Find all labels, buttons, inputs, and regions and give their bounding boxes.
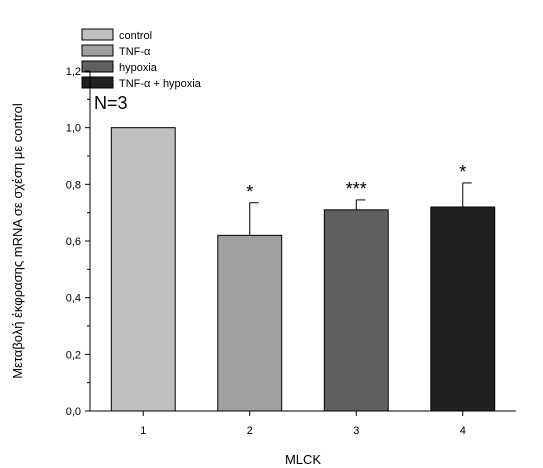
legend-label: TNF-α (119, 46, 151, 58)
y-tick-label: 0,0 (66, 406, 81, 418)
x-ticks: 1 2 3 4 (140, 411, 466, 437)
y-tick-label: 0,4 (66, 293, 81, 305)
bars (110, 127, 496, 412)
significance-marker: *** (346, 179, 367, 199)
y-tick-label: 0,6 (66, 236, 81, 248)
legend-swatch (81, 76, 114, 89)
legend-label: hypoxia (119, 62, 158, 74)
sample-size-annotation: N=3 (94, 93, 128, 113)
y-ticks: 0,0 0,2 0,4 0,6 0,8 1,0 1,2 (66, 66, 90, 418)
x-tick-label: 1 (140, 425, 146, 437)
legend-swatch (81, 60, 114, 73)
y-tick-label: 0,8 (66, 179, 81, 191)
bar (217, 234, 283, 412)
legend-swatch (81, 44, 114, 57)
significance-marker: * (246, 182, 253, 202)
bar (323, 209, 389, 412)
y-tick-label: 1,0 (66, 123, 81, 135)
legend-swatch (81, 28, 114, 41)
legend-label: control (119, 30, 152, 42)
bar (110, 127, 176, 412)
y-tick-label: 1,2 (66, 66, 81, 78)
x-tick-label: 4 (460, 425, 466, 437)
bar (430, 206, 496, 412)
y-tick-label: 0,2 (66, 349, 81, 361)
error-bars (249, 182, 472, 236)
legend-label: TNF-α + hypoxia (119, 78, 202, 90)
significance-marker: * (459, 162, 466, 182)
significance-markers: * **** (246, 162, 466, 202)
y-axis-title: Μεταβολή έκφρασης mRNA σε σχέση με contr… (10, 103, 25, 379)
x-tick-label: 2 (247, 425, 253, 437)
x-axis-title: MLCK (285, 452, 321, 467)
legend: control TNF-α hypoxia TNF-α + hypoxia (81, 28, 202, 90)
x-tick-label: 3 (353, 425, 359, 437)
